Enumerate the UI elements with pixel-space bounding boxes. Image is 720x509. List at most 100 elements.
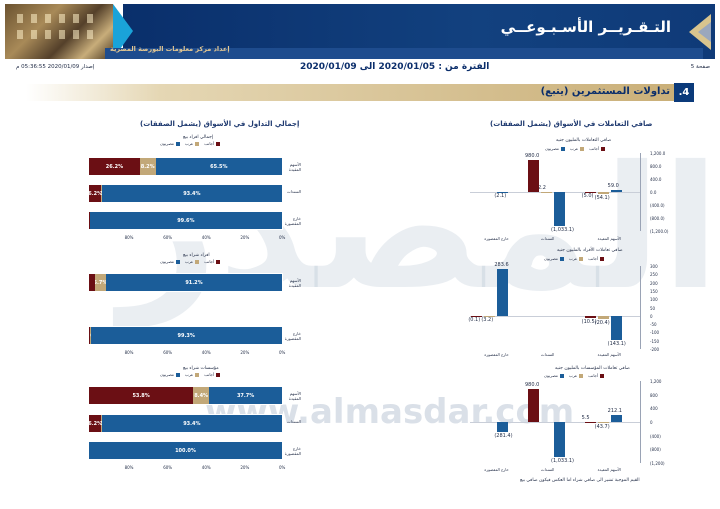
x-tick-label: 60% — [163, 465, 173, 470]
y-tick-label: -150 — [650, 338, 660, 344]
bar-egyptian — [497, 422, 509, 432]
x-tick-label: 20% — [240, 235, 250, 240]
stacked-bar: 93.4%0.3%6.2% — [89, 184, 283, 203]
data-label: (10.5) — [581, 318, 597, 325]
data-label: 980.0 — [525, 381, 540, 388]
data-label: (281.4) — [494, 432, 513, 439]
report-title: التـقـريــر الأسـبـوعــي — [500, 18, 671, 36]
vchart-legend: أجانب عرب مصريون — [544, 256, 605, 261]
stacked-bar: 65.5% 8.2% 26.2% — [89, 157, 283, 176]
bar-segment-arab: 0. — [89, 327, 91, 344]
data-label: 5.5 — [581, 414, 590, 421]
legend-swatch-foreign — [601, 146, 606, 151]
hchart-title: افراد شراء بيع — [183, 253, 210, 258]
bar-segment-foreign — [89, 327, 90, 344]
legend-swatch-foreign — [216, 259, 221, 264]
bar-arab — [597, 315, 609, 320]
data-label: (0.1) — [468, 316, 481, 323]
legend-item-egyptian: مصريون — [544, 256, 564, 261]
bar-arab — [597, 422, 609, 424]
legend-label-foreign: أجانب — [204, 141, 215, 146]
legend-label-egyptian: مصريون — [160, 259, 174, 264]
legend-item-foreign: أجانب — [588, 373, 605, 378]
x-tick-label: 20% — [240, 350, 250, 355]
data-label: 59.0 — [607, 183, 619, 190]
bar-egyptian — [554, 192, 565, 226]
legend-label-foreign: أجانب — [204, 372, 215, 377]
logo-inner-icon — [698, 22, 711, 42]
y-tick-label: 200 — [650, 280, 658, 286]
bar-foreign — [528, 388, 539, 422]
legend-label-foreign: أجانب — [204, 259, 215, 264]
y-axis-line — [640, 153, 641, 231]
legend-label-arab: عرب — [184, 259, 194, 264]
legend-label-arab: عرب — [568, 256, 578, 261]
hchart-title: إجمالي افراد بيع — [183, 135, 214, 140]
legend-label-egyptian: مصريون — [545, 146, 559, 151]
header-subtitle: إعداد مركز معلومات البورصة المصرية — [110, 45, 230, 53]
bar-foreign — [584, 192, 596, 194]
bar-segment-egyptian: 37.7% — [209, 387, 282, 404]
legend-item-egyptian: مصريون — [160, 372, 180, 377]
row-label: السندات — [286, 189, 301, 194]
row-label: السندات — [286, 419, 301, 424]
stacked-bar: 93.4%0.3%6.2% — [89, 414, 283, 433]
y-tick-label: 250 — [650, 272, 658, 278]
hchart-legend: أجانب عرب مصريون — [160, 372, 221, 377]
data-label: (3.2) — [481, 317, 494, 324]
legend-item-egyptian: مصريون — [544, 373, 564, 378]
bar-arab — [597, 192, 609, 194]
legend-item-arab: عرب — [184, 259, 200, 264]
data-label: (1,033.1) — [551, 226, 574, 233]
header-accent — [113, 4, 133, 59]
row-label: الأسهم المقيدة — [288, 278, 301, 288]
bar-segment-arab: 0.3% — [101, 415, 102, 432]
legend-swatch-foreign — [216, 141, 221, 146]
vchart-title: صافي التعاملات بالمليون جنيه — [556, 138, 612, 143]
x-tick-label: 0% — [279, 350, 286, 355]
x-tick-label: 40% — [201, 350, 211, 355]
y-tick-label: 800 — [650, 392, 658, 398]
data-label: 212.1 — [607, 407, 622, 414]
legend-swatch-arab — [195, 259, 200, 264]
y-tick-label: -200 — [650, 347, 660, 352]
y-tick-label: 0.0 — [650, 190, 657, 195]
legend-label-arab: عرب — [568, 373, 578, 378]
bar-egyptian — [610, 190, 622, 192]
data-label: (143.1) — [607, 340, 626, 347]
stacked-bar: 100.0% — [89, 441, 283, 460]
legend-label-arab: عرب — [184, 141, 194, 146]
legend-item-arab: عرب — [184, 372, 200, 377]
category-label: الأسهم المقيدة — [597, 467, 621, 472]
legend-swatch-arab — [579, 373, 584, 378]
report-period: الفترة من : 2020/01/05 الى 2020/01/09 — [300, 62, 490, 72]
bar-segment-egyptian: 100.0% — [89, 442, 282, 459]
data-label: 980.0 — [525, 153, 540, 160]
legend-label-arab: عرب — [184, 372, 194, 377]
row-label: الأسهم المقيدة — [288, 391, 301, 401]
bar-foreign — [584, 421, 596, 423]
legend-item-foreign: أجانب — [204, 259, 221, 264]
y-tick-label: (800) — [650, 447, 661, 453]
page-number: صفحة 5 — [690, 64, 710, 70]
y-tick-label: 400 — [650, 406, 658, 412]
category-label: خارج المقصورة — [484, 236, 509, 241]
y-tick-label: 300 — [650, 264, 658, 269]
hchart-legend: أجانب عرب مصريون — [160, 259, 221, 264]
bar-segment-egyptian: 99.3% — [90, 327, 282, 344]
bar-egyptian — [610, 315, 622, 340]
section-title: تداولات المستثمرين (يتبع) — [540, 86, 670, 97]
x-tick-label: 60% — [163, 235, 173, 240]
category-label: خارج المقصورة — [484, 467, 509, 472]
section-bar — [26, 84, 694, 101]
bar-segment-foreign: 53.8% — [89, 387, 194, 404]
bar-segment-egyptian: 93.4% — [101, 185, 282, 202]
legend-label-foreign: أجانب — [588, 373, 599, 378]
bar-segment-foreign: 6.2% — [89, 185, 102, 202]
stacked-bar: 99.6%0. — [89, 211, 283, 230]
bar-segment-arab: 5.7% — [94, 274, 106, 291]
bar-arab — [484, 315, 496, 317]
vchart-legend: أجانب عرب مصريون — [544, 373, 605, 378]
bar-segment-egyptian: 91.2% — [105, 274, 282, 291]
data-label: (5.0) — [581, 193, 594, 200]
